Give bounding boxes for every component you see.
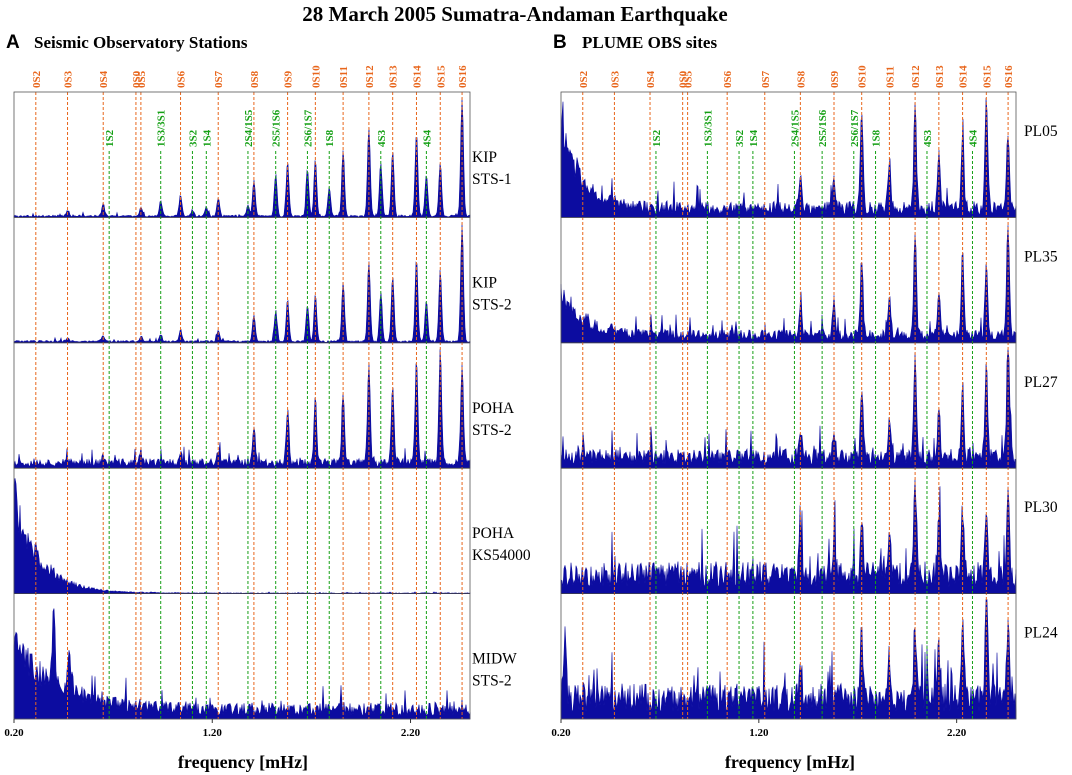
spectrum-pl30: [560, 479, 1017, 594]
mode-label-0s6: 0S6: [722, 70, 734, 88]
mode-label-0s9: 0S9: [829, 70, 841, 88]
x-tick-label-2: 2.20: [401, 727, 421, 739]
panel-a-title: Seismic Observatory Stations: [34, 33, 248, 52]
mode-label-0s16: 0S16: [1003, 65, 1015, 88]
mode-label-0s3: 0S3: [63, 70, 75, 88]
series-label-midw-sts-2-0: MIDW: [472, 651, 517, 668]
mode-label-0s5: 0S5: [136, 70, 148, 88]
mode-label-0s9: 0S9: [283, 70, 295, 88]
mode-label-0s15: 0S15: [435, 65, 447, 88]
mode-label-0s15: 0S15: [981, 65, 993, 88]
mode-label-2s6-1s7: 2S6/1S7: [849, 109, 861, 147]
mode-label-0s0: 0S0: [678, 70, 690, 88]
series-label-pl27-0: PL27: [1024, 374, 1058, 391]
mode-label-0s0: 0S0: [131, 70, 143, 88]
mode-label-0s4: 0S4: [645, 70, 657, 88]
mode-label-0s2: 0S2: [31, 70, 43, 88]
series-label-kip-sts-1-1: STS-1: [472, 171, 512, 188]
series-label-pl24-0: PL24: [1024, 625, 1058, 642]
mode-label-1s8: 1S8: [871, 129, 883, 147]
series-label-kip-sts-2-0: KIP: [472, 274, 497, 291]
mode-label-0s11: 0S11: [884, 66, 896, 88]
mode-label-1s2: 1S2: [104, 129, 116, 147]
mode-label-2s4-1s5: 2S4/1S5: [243, 109, 255, 147]
mode-label-0s4: 0S4: [98, 70, 110, 88]
mode-label-4s4: 4S4: [967, 129, 979, 147]
mode-label-1s4: 1S4: [748, 129, 760, 147]
mode-label-1s3-3s1: 1S3/3S1: [702, 110, 714, 147]
x-tick-label-0: 0.20: [551, 727, 571, 739]
panel-b-letter: B: [553, 32, 567, 53]
mode-label-0s7: 0S7: [213, 70, 225, 88]
mode-label-0s10: 0S10: [857, 65, 869, 88]
spectrum-pl35: [560, 225, 1017, 344]
mode-label-0s10: 0S10: [310, 65, 322, 88]
mode-label-1s4: 1S4: [201, 129, 213, 147]
spectrum-pl24: [560, 599, 1017, 720]
mode-label-2s4-1s5: 2S4/1S5: [789, 109, 801, 147]
mode-label-1s2: 1S2: [651, 129, 663, 147]
spectrum-pl27: [560, 348, 1017, 469]
mode-label-0s14: 0S14: [958, 65, 970, 88]
mode-label-3s2: 3S2: [734, 129, 746, 147]
panel-b-xlabel: frequency [mHz]: [725, 752, 855, 772]
x-tick-label-2: 2.20: [947, 727, 967, 739]
series-label-poha-sts-2-1: STS-2: [472, 422, 512, 439]
mode-label-0s6: 0S6: [176, 70, 188, 88]
mode-label-0s13: 0S13: [388, 65, 400, 88]
panel-b-title: PLUME OBS sites: [582, 33, 717, 52]
mode-label-1s3-3s1: 1S3/3S1: [156, 110, 168, 147]
panel-a-letter: A: [6, 32, 20, 53]
mode-label-0s8: 0S8: [249, 70, 261, 88]
mode-label-0s16: 0S16: [457, 65, 469, 88]
spectrum-midw-sts-2: [13, 608, 471, 720]
series-label-poha-ks54000-1: KS54000: [472, 547, 531, 564]
spectrum-poha-sts-2: [13, 349, 471, 469]
mode-label-0s8: 0S8: [795, 70, 807, 88]
plot-frame: [13, 91, 471, 720]
series-label-poha-sts-2-0: POHA: [472, 400, 515, 417]
mode-label-2s5-1s6: 2S5/1S6: [817, 109, 829, 147]
spectrum-pl05: [560, 97, 1017, 218]
series-label-kip-sts-1-0: KIP: [472, 149, 497, 166]
mode-label-4s3: 4S3: [376, 129, 388, 147]
series-label-pl05-0: PL05: [1024, 123, 1058, 140]
x-tick-label-0: 0.20: [4, 727, 24, 739]
mode-label-0s13: 0S13: [934, 65, 946, 88]
mode-label-4s3: 4S3: [922, 129, 934, 147]
plot-frame: [560, 91, 1017, 720]
mode-label-0s11: 0S11: [338, 66, 350, 88]
mode-label-0s14: 0S14: [411, 65, 423, 88]
mode-label-0s7: 0S7: [760, 70, 772, 88]
series-label-midw-sts-2-1: STS-2: [472, 673, 512, 690]
x-tick-label-1: 1.20: [203, 727, 223, 739]
spectrum-kip-sts-2: [13, 223, 471, 344]
figure-title: 28 March 2005 Sumatra-Andaman Earthquake: [302, 2, 727, 26]
mode-label-3s2: 3S2: [187, 129, 199, 147]
spectrum-kip-sts-1: [13, 97, 471, 218]
mode-label-2s6-1s7: 2S6/1S7: [302, 109, 314, 147]
panel-a-xlabel: frequency [mHz]: [178, 752, 308, 772]
mode-label-0s12: 0S12: [910, 65, 922, 88]
series-label-poha-ks54000-0: POHA: [472, 525, 515, 542]
series-label-kip-sts-2-1: STS-2: [472, 296, 512, 313]
mode-label-0s5: 0S5: [683, 70, 695, 88]
mode-label-0s12: 0S12: [364, 65, 376, 88]
mode-label-0s2: 0S2: [578, 70, 590, 88]
spectrum-poha-ks54000: [13, 478, 471, 594]
mode-label-4s4: 4S4: [421, 129, 433, 147]
mode-label-2s5-1s6: 2S5/1S6: [271, 109, 283, 147]
series-label-pl30-0: PL30: [1024, 499, 1058, 516]
mode-label-1s8: 1S8: [324, 129, 336, 147]
mode-label-0s3: 0S3: [609, 70, 621, 88]
series-label-pl35-0: PL35: [1024, 248, 1058, 265]
x-tick-label-1: 1.20: [749, 727, 769, 739]
